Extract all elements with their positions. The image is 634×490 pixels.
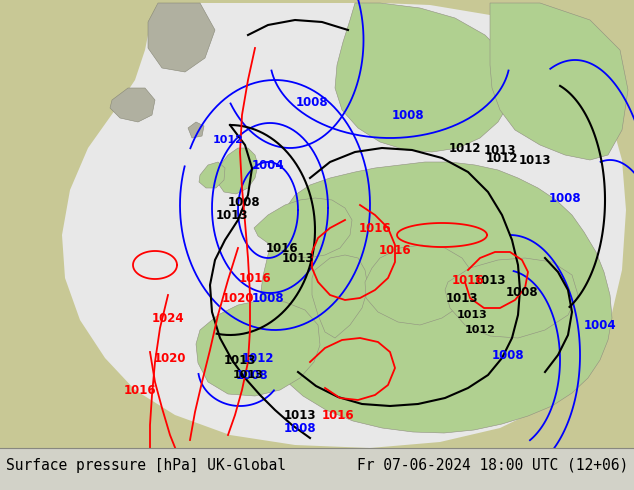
Text: 1016: 1016 xyxy=(321,409,354,421)
Polygon shape xyxy=(335,3,515,152)
Polygon shape xyxy=(254,198,352,258)
Text: 1012: 1012 xyxy=(212,135,243,145)
Polygon shape xyxy=(217,148,258,194)
Text: 1013: 1013 xyxy=(224,353,256,367)
Text: 1012: 1012 xyxy=(486,151,518,165)
Text: 1008: 1008 xyxy=(492,348,524,362)
Text: 1016: 1016 xyxy=(359,221,391,235)
Polygon shape xyxy=(490,3,628,160)
Text: 1004: 1004 xyxy=(584,318,616,332)
Polygon shape xyxy=(62,3,626,448)
Text: 1016: 1016 xyxy=(124,384,157,396)
Text: 1013: 1013 xyxy=(456,310,488,320)
Text: 1008: 1008 xyxy=(252,292,284,304)
Text: 1008: 1008 xyxy=(295,96,328,108)
Text: 1013: 1013 xyxy=(519,153,551,167)
Text: 1012: 1012 xyxy=(449,142,481,154)
Polygon shape xyxy=(445,258,578,338)
Polygon shape xyxy=(312,255,368,338)
Polygon shape xyxy=(188,122,204,138)
Text: 1008: 1008 xyxy=(236,368,268,382)
Text: 1020: 1020 xyxy=(222,292,254,304)
Text: 1008: 1008 xyxy=(392,108,424,122)
Text: 1013: 1013 xyxy=(484,144,516,156)
Polygon shape xyxy=(260,162,612,433)
Text: 1013: 1013 xyxy=(233,370,263,380)
Text: 1016: 1016 xyxy=(238,271,271,285)
Text: 1013: 1013 xyxy=(474,273,507,287)
Bar xyxy=(0,448,634,490)
Text: 1013: 1013 xyxy=(446,292,478,304)
Polygon shape xyxy=(196,300,320,396)
Polygon shape xyxy=(110,88,155,122)
Polygon shape xyxy=(365,245,472,325)
Text: 1013: 1013 xyxy=(216,209,249,221)
Text: 1008: 1008 xyxy=(506,286,538,298)
Text: 1020: 1020 xyxy=(154,351,186,365)
Text: 1008: 1008 xyxy=(283,421,316,435)
Text: Fr 07-06-2024 18:00 UTC (12+06): Fr 07-06-2024 18:00 UTC (12+06) xyxy=(357,458,628,472)
Text: 1016: 1016 xyxy=(378,244,411,256)
Text: 1008: 1008 xyxy=(548,192,581,204)
Text: 1012: 1012 xyxy=(465,325,495,335)
Text: 1013: 1013 xyxy=(281,251,314,265)
Text: 1016: 1016 xyxy=(266,242,299,254)
Polygon shape xyxy=(148,3,215,72)
Text: 1004: 1004 xyxy=(252,158,284,172)
Text: 1013: 1013 xyxy=(284,409,316,421)
Text: 1012: 1012 xyxy=(242,351,275,365)
Polygon shape xyxy=(199,162,225,188)
Text: 1016: 1016 xyxy=(451,273,484,287)
Text: Surface pressure [hPa] UK-Global: Surface pressure [hPa] UK-Global xyxy=(6,458,286,472)
Text: 1008: 1008 xyxy=(228,196,261,209)
Text: 1024: 1024 xyxy=(152,312,184,324)
